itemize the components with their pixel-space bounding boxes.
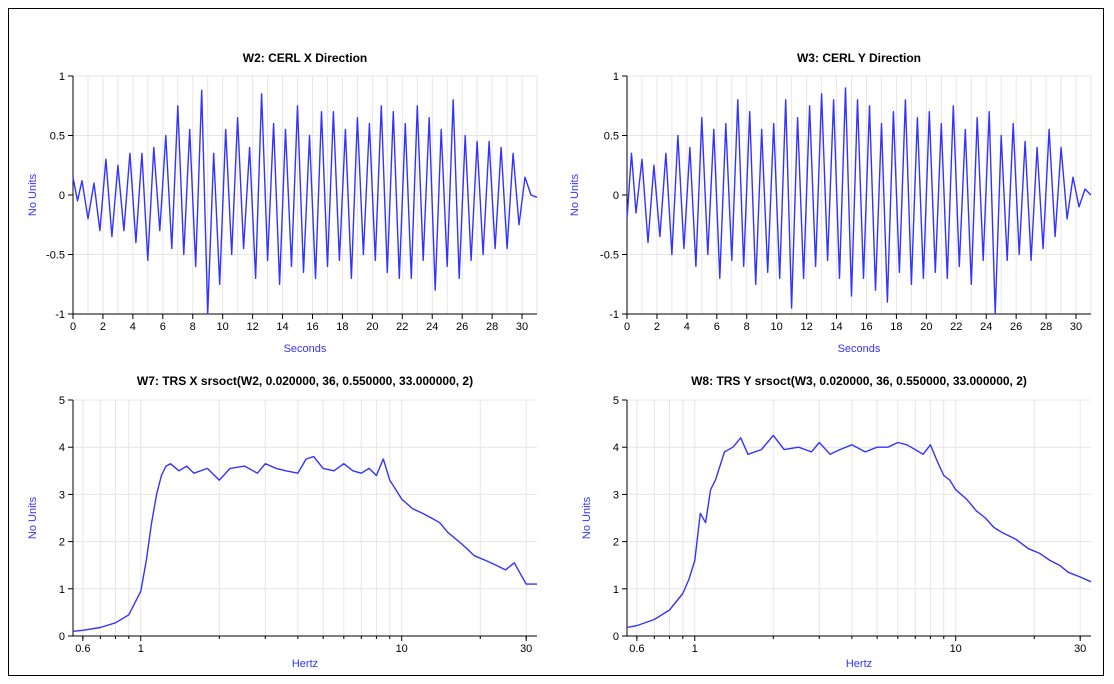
- x-tick-label: 0: [70, 321, 76, 333]
- y-tick-label: 0: [59, 631, 65, 643]
- x-axis-label: Seconds: [284, 343, 327, 355]
- x-tick-label: 16: [860, 321, 872, 333]
- chart-title: W7: TRS X srsoct(W2, 0.020000, 36, 0.550…: [137, 374, 473, 388]
- x-tick-label: 24: [426, 321, 438, 333]
- x-tick-label: 30: [516, 321, 528, 333]
- y-tick-label: 4: [59, 442, 65, 454]
- y-tick-label: -1: [55, 309, 65, 321]
- x-tick-label: 8: [744, 321, 750, 333]
- y-tick-label: 1: [613, 584, 619, 596]
- x-tick-label: 14: [830, 321, 842, 333]
- y-tick-label: 0: [59, 190, 65, 202]
- x-tick-label: 30: [520, 643, 532, 655]
- chart-title: W2: CERL X Direction: [243, 51, 367, 65]
- y-tick-label: -0.5: [46, 250, 65, 262]
- x-tick-label: 30: [1074, 643, 1086, 655]
- y-tick-label: 2: [59, 537, 65, 549]
- y-tick-label: -1: [609, 309, 619, 321]
- y-tick-label: 3: [59, 489, 65, 501]
- x-tick-label: 6: [714, 321, 720, 333]
- x-tick-label: 16: [306, 321, 318, 333]
- x-axis-label: Seconds: [838, 343, 881, 355]
- y-tick-label: 5: [613, 395, 619, 407]
- x-tick-label: 10: [396, 643, 408, 655]
- x-tick-label: 26: [1010, 321, 1022, 333]
- x-tick-label: 2: [654, 321, 660, 333]
- figure-frame: [8, 8, 1104, 676]
- x-tick-label: 30: [1070, 321, 1082, 333]
- chart-panel-1: 0 2 4 6 8 10 12 14 16 18 20 22 24 26 28 30-1-0.500.51W2…: [27, 51, 538, 355]
- chart-panel-4: 0.6 1 10 30 0 1 2 3 4 5 W8: TRS Y srsoct(W3, 0.020…: [581, 374, 1092, 670]
- y-tick-label: 0: [613, 190, 619, 202]
- y-tick-label: 1: [59, 584, 65, 596]
- y-axis-label: No Units: [27, 496, 39, 539]
- y-axis-label: No Units: [581, 496, 593, 539]
- x-tick-label: 10: [217, 321, 229, 333]
- y-tick-label: -0.5: [600, 250, 619, 262]
- x-tick-label: 1: [138, 643, 144, 655]
- x-tick-label: 20: [366, 321, 378, 333]
- x-tick-label: 4: [130, 321, 136, 333]
- x-tick-label: 14: [276, 321, 288, 333]
- y-tick-label: 5: [59, 395, 65, 407]
- x-axis-label: Hertz: [846, 658, 872, 670]
- y-tick-label: 1: [613, 71, 619, 83]
- y-axis-label: No Units: [569, 173, 581, 216]
- y-tick-label: 0: [613, 631, 619, 643]
- chart-panel-2: 0 2 4 6 8 10 12 14 16 18 20 22 24 26 28 30-1-0.500.51W3…: [569, 51, 1092, 355]
- x-tick-label: 12: [246, 321, 258, 333]
- x-tick-label: 28: [1040, 321, 1052, 333]
- x-tick-label: 18: [890, 321, 902, 333]
- x-tick-label: 8: [190, 321, 196, 333]
- chart-title: W3: CERL Y Direction: [797, 51, 921, 65]
- x-tick-label: 6: [160, 321, 166, 333]
- x-tick-label: 18: [336, 321, 348, 333]
- series-line-1: [72, 455, 537, 632]
- x-tick-label: 10: [950, 643, 962, 655]
- x-tick-label: 22: [950, 321, 962, 333]
- x-tick-label: 22: [396, 321, 408, 333]
- x-tick-label: 0.6: [629, 643, 644, 655]
- chart-title: W8: TRS Y srsoct(W3, 0.020000, 36, 0.550…: [691, 374, 1027, 388]
- y-tick-label: 0.5: [50, 131, 65, 143]
- y-axis-label: No Units: [27, 173, 39, 216]
- x-tick-label: 12: [800, 321, 812, 333]
- y-tick-label: 2: [613, 537, 619, 549]
- x-tick-label: 20: [920, 321, 932, 333]
- x-tick-label: 0.6: [75, 643, 90, 655]
- x-axis-label: Hertz: [292, 658, 318, 670]
- x-tick-label: 26: [456, 321, 468, 333]
- x-tick-label: 1: [692, 643, 698, 655]
- y-tick-label: 3: [613, 489, 619, 501]
- x-tick-label: 0: [624, 321, 630, 333]
- x-tick-label: 4: [684, 321, 690, 333]
- series-line-1: [626, 87, 1092, 315]
- x-tick-label: 28: [486, 321, 498, 333]
- y-tick-label: 0.5: [604, 131, 619, 143]
- x-tick-label: 24: [980, 321, 992, 333]
- series-line-1: [626, 434, 1092, 629]
- y-tick-label: 4: [613, 442, 619, 454]
- series-line-1: [72, 89, 538, 315]
- chart-panel-3: 0.6 1 10 30 0 1 2 3 4 5 W7: TRS X srsoct(W2, 0.020…: [27, 374, 537, 670]
- x-tick-label: 2: [100, 321, 106, 333]
- x-tick-label: 10: [771, 321, 783, 333]
- y-tick-label: 1: [59, 71, 65, 83]
